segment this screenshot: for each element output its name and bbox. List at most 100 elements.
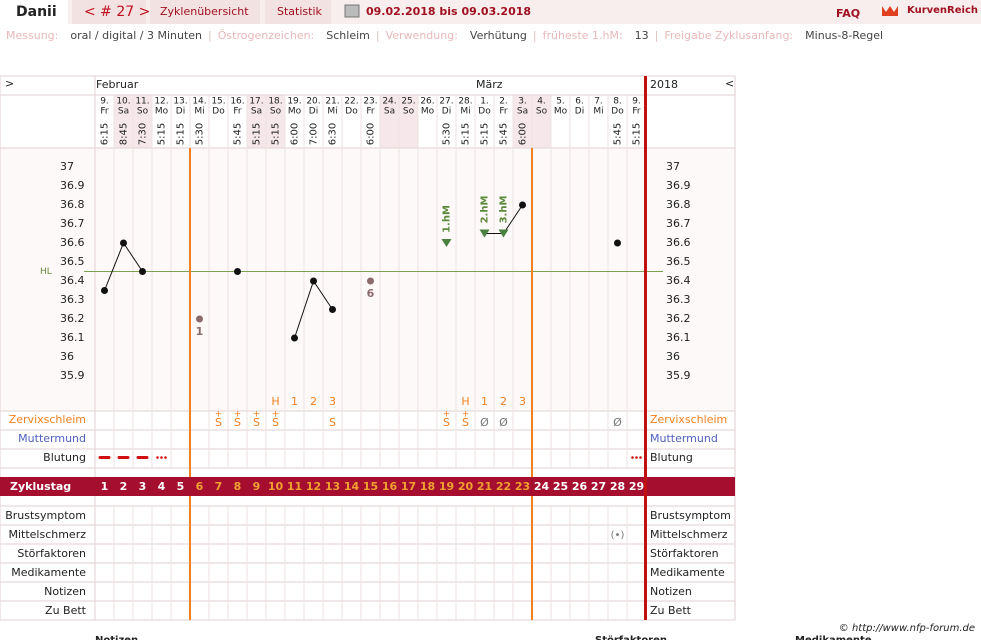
cycle-day: 9 — [253, 480, 261, 493]
mucus-plus: + — [234, 410, 242, 420]
row-label: Notizen — [44, 585, 86, 598]
day-number: 19. — [287, 97, 301, 107]
day-number: 17. — [249, 97, 263, 107]
weekday: Di — [575, 107, 584, 117]
row-label: Brustsymptom — [5, 509, 86, 522]
bleeding-mark — [98, 456, 111, 459]
day-number: 5. — [556, 97, 565, 107]
measure-time: 5:15 — [480, 123, 491, 145]
peak-label: 2 — [310, 395, 317, 408]
day-number: 15. — [211, 97, 225, 107]
cycle-day: 20 — [458, 480, 474, 493]
cycle-day: 3 — [139, 480, 147, 493]
measure-time: 5:45 — [233, 123, 244, 145]
separator: | — [376, 29, 380, 42]
user-box — [0, 0, 68, 24]
y-tick-label: 36.9 — [666, 179, 691, 192]
bleeding-dot — [164, 456, 167, 459]
y-tick-label: 36.7 — [666, 217, 691, 230]
cycle-day: 12 — [306, 480, 321, 493]
day-number: 11. — [135, 97, 149, 107]
temp-point — [234, 268, 241, 275]
cycle-label: Zyklustag — [10, 480, 71, 493]
cycle-tab[interactable] — [72, 0, 146, 24]
tab-label[interactable]: Statistik — [277, 5, 323, 18]
separator: | — [208, 29, 212, 42]
day-number: 28. — [458, 97, 472, 107]
cycle-day: 15 — [363, 480, 378, 493]
measure-time: 6:00 — [290, 123, 301, 145]
weekend-shade — [133, 95, 152, 148]
y-tick-label: 36.3 — [60, 293, 85, 306]
tab[interactable] — [265, 0, 331, 24]
cycle-day: 28 — [610, 480, 625, 493]
measure-time: 5:45 — [499, 123, 510, 145]
y-tick-label: 35.9 — [666, 369, 691, 382]
info-value: Schleim — [326, 29, 370, 42]
logo-text[interactable]: KurvenReich — [907, 5, 978, 16]
mucus-plus: + — [462, 410, 470, 420]
weekday: So — [403, 107, 415, 117]
mucus-sign: S — [443, 416, 450, 429]
y-tick-label: 37 — [60, 160, 74, 173]
weekend-shade — [114, 95, 133, 148]
weekday: Di — [442, 107, 451, 117]
y-tick-label: 36.2 — [666, 312, 691, 325]
y-tick-label: 36.4 — [666, 274, 691, 287]
temp-point — [614, 239, 621, 247]
mucus-sign: S — [272, 416, 279, 429]
cycle-day: 8 — [234, 480, 242, 493]
info-line: Messung: oral / digital / 3 Minuten | Östro… — [6, 29, 883, 42]
print-icon[interactable] — [344, 4, 360, 18]
bleeding-dot — [631, 456, 634, 459]
y-tick-label: 36.8 — [666, 198, 691, 211]
y-tick-label: 36.1 — [60, 331, 85, 344]
cycle-day: 7 — [215, 480, 223, 493]
row-label: Störfaktoren — [17, 547, 86, 560]
row-label: Medikamente — [650, 566, 725, 579]
weekend-shade — [266, 95, 285, 148]
hm-marker — [498, 229, 509, 238]
measure-time: 6:00 — [366, 123, 377, 145]
hm-marker — [441, 239, 452, 247]
excluded-label: 1 — [196, 325, 204, 338]
peak-label: H — [461, 395, 469, 408]
cycle-day: 27 — [591, 480, 606, 493]
measure-time: 8:45 — [119, 123, 130, 145]
cycle-day: 19 — [439, 480, 454, 493]
cycle-nav[interactable]: < # 27 > — [84, 4, 150, 20]
mucus-plus: + — [215, 410, 223, 420]
day-number: 25. — [401, 97, 415, 107]
row-label: Notizen — [650, 585, 692, 598]
temp-point — [139, 268, 146, 275]
cycle-day: 21 — [477, 480, 492, 493]
faq-link[interactable]: FAQ — [836, 7, 860, 20]
y-tick-label: 35.9 — [60, 369, 85, 382]
cycle-day: 4 — [158, 480, 166, 493]
weekday: Fr — [499, 107, 508, 117]
weekday: Mi — [194, 107, 204, 117]
info-label: Östrogenzeichen: — [218, 29, 315, 42]
tab-label[interactable]: Zyklenübersicht — [160, 5, 249, 18]
row-label: Zervixschleim — [9, 413, 86, 426]
tab[interactable] — [150, 0, 260, 24]
day-number: 9. — [100, 97, 109, 107]
hm-label: 3.hM — [499, 196, 510, 224]
mucus-plus: + — [272, 410, 280, 420]
user-name: Danii — [16, 4, 57, 20]
y-tick-label: 36.6 — [60, 236, 85, 249]
day-number: 14. — [192, 97, 206, 107]
month-label: Februar — [96, 78, 139, 91]
mucus-plus: + — [443, 410, 451, 420]
info-label: Messung: — [6, 29, 58, 42]
copyright: © http://www.nfp-forum.de — [839, 623, 975, 634]
day-number: 24. — [382, 97, 396, 107]
row-label: Muttermund — [650, 432, 718, 445]
bleeding-dot — [160, 456, 163, 459]
nav: > — [5, 77, 14, 90]
weekday: Fr — [366, 107, 375, 117]
peak-label: 3 — [519, 395, 526, 408]
weekend-shade — [380, 95, 399, 148]
mucus-sign: S — [215, 416, 222, 429]
mucus-sign: S — [234, 416, 241, 429]
